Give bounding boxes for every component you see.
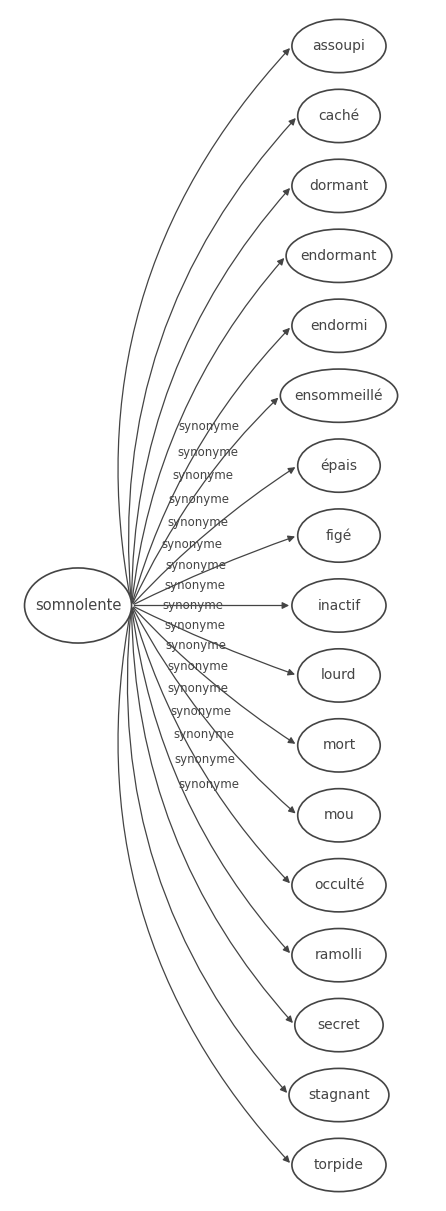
FancyArrowPatch shape (132, 328, 289, 603)
FancyArrowPatch shape (128, 119, 295, 603)
Text: mou: mou (324, 808, 354, 822)
Ellipse shape (295, 998, 383, 1051)
Text: inactif: inactif (318, 598, 360, 613)
FancyArrowPatch shape (118, 50, 289, 603)
Text: synonyme: synonyme (168, 516, 228, 529)
Ellipse shape (292, 579, 386, 632)
Ellipse shape (292, 160, 386, 213)
Text: ensommeillé: ensommeillé (295, 389, 383, 403)
Ellipse shape (292, 859, 386, 912)
Ellipse shape (292, 19, 386, 73)
Ellipse shape (292, 929, 386, 982)
Text: assoupi: assoupi (313, 39, 365, 53)
Ellipse shape (297, 509, 380, 562)
FancyArrowPatch shape (133, 608, 294, 813)
FancyArrowPatch shape (134, 607, 294, 675)
FancyArrowPatch shape (133, 608, 294, 744)
Text: lourd: lourd (321, 668, 357, 683)
Text: stagnant: stagnant (308, 1087, 370, 1102)
Text: synonyme: synonyme (178, 420, 239, 434)
Ellipse shape (286, 229, 392, 282)
Text: synonyme: synonyme (173, 470, 234, 482)
Ellipse shape (292, 1138, 386, 1192)
Text: synonyme: synonyme (174, 753, 235, 767)
Ellipse shape (297, 90, 380, 143)
FancyArrowPatch shape (133, 398, 277, 603)
Text: synonyme: synonyme (162, 599, 223, 612)
Text: torpide: torpide (314, 1158, 364, 1172)
Text: mort: mort (322, 739, 355, 752)
Ellipse shape (297, 440, 380, 493)
FancyArrowPatch shape (133, 467, 294, 603)
FancyArrowPatch shape (132, 259, 283, 603)
Text: figé: figé (326, 528, 352, 543)
Text: synonyme: synonyme (168, 682, 228, 695)
FancyArrowPatch shape (132, 189, 289, 603)
Text: synonyme: synonyme (166, 559, 227, 572)
Text: somnolente: somnolente (35, 598, 121, 613)
Text: synonyme: synonyme (178, 777, 239, 791)
Text: ramolli: ramolli (315, 948, 363, 963)
Text: synonyme: synonyme (166, 639, 227, 652)
Text: synonyme: synonyme (178, 446, 238, 459)
Text: secret: secret (318, 1018, 360, 1032)
Ellipse shape (297, 788, 380, 842)
FancyArrowPatch shape (128, 608, 286, 1092)
Text: synonyme: synonyme (165, 619, 226, 632)
Text: épais: épais (321, 459, 357, 472)
Text: occulté: occulté (314, 878, 364, 893)
Text: synonyme: synonyme (173, 728, 235, 741)
FancyArrowPatch shape (134, 536, 294, 604)
FancyArrowPatch shape (132, 608, 289, 883)
Ellipse shape (297, 718, 380, 773)
Text: synonyme: synonyme (170, 705, 231, 718)
Text: dormant: dormant (310, 179, 368, 193)
Text: synonyme: synonyme (165, 579, 226, 592)
Text: synonyme: synonyme (161, 538, 222, 551)
Ellipse shape (289, 1068, 389, 1121)
Ellipse shape (280, 369, 398, 423)
Text: caché: caché (318, 109, 359, 124)
Text: endormant: endormant (301, 248, 377, 263)
FancyArrowPatch shape (132, 608, 292, 1022)
Ellipse shape (297, 649, 380, 702)
Text: synonyme: synonyme (168, 493, 229, 506)
Text: synonyme: synonyme (167, 660, 228, 673)
FancyArrowPatch shape (132, 608, 289, 952)
Text: endormi: endormi (310, 318, 368, 333)
Ellipse shape (292, 299, 386, 352)
Ellipse shape (25, 568, 132, 643)
FancyArrowPatch shape (118, 608, 289, 1161)
FancyArrowPatch shape (134, 603, 288, 608)
